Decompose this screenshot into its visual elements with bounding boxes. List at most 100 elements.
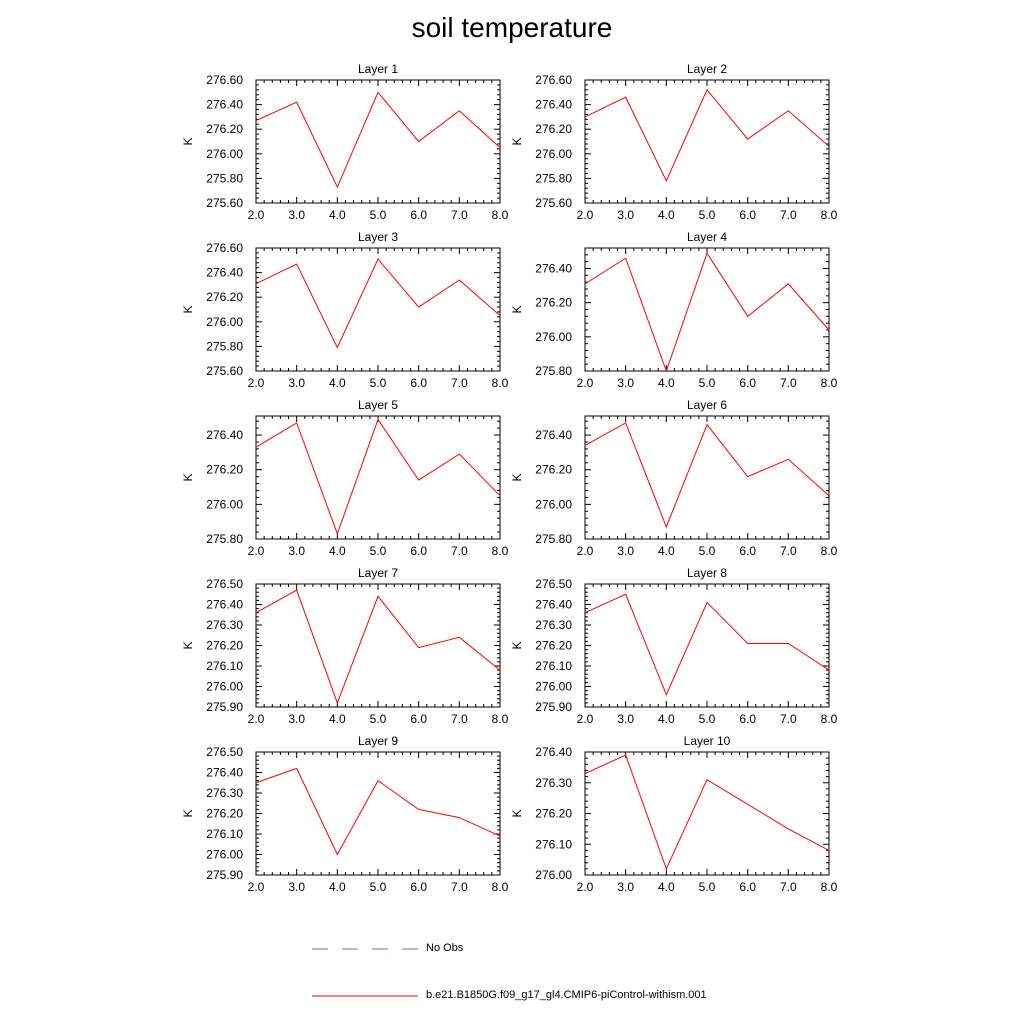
y-axis-label: K <box>510 809 524 817</box>
y-tick-label: 276.40 <box>535 428 572 442</box>
series-line <box>255 418 501 536</box>
x-tick-label: 3.0 <box>617 712 634 726</box>
y-tick-label: 275.90 <box>535 700 572 714</box>
x-tick-label: 8.0 <box>492 880 509 894</box>
x-tick-label: 3.0 <box>288 376 305 390</box>
y-tick-label: 276.40 <box>206 98 243 112</box>
x-tick-label: 6.0 <box>410 376 427 390</box>
y-tick-label: 276.50 <box>535 577 572 591</box>
y-tick-label: 276.20 <box>206 807 243 821</box>
y-tick-label: 275.80 <box>206 532 243 546</box>
x-tick-label: 5.0 <box>699 712 716 726</box>
x-tick-label: 4.0 <box>658 712 675 726</box>
y-tick-label: 276.40 <box>535 98 572 112</box>
series-line <box>584 593 830 696</box>
x-tick-label: 5.0 <box>370 880 387 894</box>
y-tick-label: 276.30 <box>206 786 243 800</box>
x-tick-label: 5.0 <box>370 208 387 222</box>
y-axis-label: K <box>181 809 195 817</box>
x-tick-label: 2.0 <box>248 712 265 726</box>
y-tick-label: 275.60 <box>206 196 243 210</box>
x-tick-label: 7.0 <box>780 880 797 894</box>
series-line <box>255 258 501 349</box>
panel-title: Layer 8 <box>687 566 727 580</box>
plot-frame <box>584 247 830 372</box>
x-tick-label: 8.0 <box>821 376 838 390</box>
x-tick-label: 4.0 <box>329 544 346 558</box>
x-tick-label: 8.0 <box>821 208 838 222</box>
y-tick-label: 276.30 <box>535 618 572 632</box>
x-tick-label: 2.0 <box>248 544 265 558</box>
x-tick-label: 6.0 <box>739 376 756 390</box>
panel-3: Layer 3 K 2.0 3.0 4.0 5.0 6.0 7.0 8.0 275.60 275.8… <box>181 230 509 390</box>
y-tick-label: 275.80 <box>206 339 243 353</box>
x-tick-label: 8.0 <box>821 880 838 894</box>
x-tick-label: 3.0 <box>617 880 634 894</box>
y-tick-label: 276.00 <box>206 848 243 862</box>
series-line <box>255 767 501 856</box>
y-tick-label: 276.00 <box>206 315 243 329</box>
y-tick-label: 276.00 <box>535 147 572 161</box>
y-axis-label: K <box>510 473 524 481</box>
y-tick-label: 276.20 <box>535 122 572 136</box>
x-tick-label: 6.0 <box>739 544 756 558</box>
x-tick-label: 4.0 <box>329 712 346 726</box>
x-tick-label: 3.0 <box>617 544 634 558</box>
x-tick-label: 5.0 <box>370 712 387 726</box>
x-tick-label: 3.0 <box>288 544 305 558</box>
y-tick-label: 276.00 <box>535 330 572 344</box>
series-line <box>584 422 830 529</box>
y-tick-label: 276.20 <box>206 290 243 304</box>
x-tick-label: 7.0 <box>780 376 797 390</box>
x-tick-label: 4.0 <box>658 880 675 894</box>
y-tick-label: 276.40 <box>206 766 243 780</box>
y-axis-label: K <box>181 305 195 313</box>
y-tick-label: 276.40 <box>535 745 572 759</box>
y-tick-label: 275.80 <box>535 171 572 185</box>
series-line <box>584 754 830 871</box>
plot-frame <box>584 415 830 540</box>
plot-frame <box>255 415 501 540</box>
y-tick-label: 276.30 <box>206 618 243 632</box>
x-tick-label: 7.0 <box>780 208 797 222</box>
x-tick-label: 5.0 <box>699 880 716 894</box>
x-tick-label: 5.0 <box>370 376 387 390</box>
x-tick-label: 4.0 <box>329 208 346 222</box>
y-tick-label: 276.20 <box>535 639 572 653</box>
y-tick-label: 276.40 <box>535 262 572 276</box>
plot-frame <box>255 79 501 204</box>
x-tick-label: 7.0 <box>451 712 468 726</box>
panel-8: Layer 8 K 2.0 3.0 4.0 5.0 6.0 7.0 8.0 275.90 276.0… <box>510 566 838 726</box>
x-tick-label: 2.0 <box>577 712 594 726</box>
panel-title: Layer 9 <box>358 734 398 748</box>
panel-4: Layer 4 K 2.0 3.0 4.0 5.0 6.0 7.0 8.0 275.80 276.0… <box>510 230 838 390</box>
panel-title: Layer 10 <box>684 734 731 748</box>
y-tick-label: 276.20 <box>206 463 243 477</box>
x-tick-label: 3.0 <box>617 376 634 390</box>
x-tick-label: 6.0 <box>739 712 756 726</box>
series-line <box>584 88 830 183</box>
x-tick-label: 4.0 <box>329 376 346 390</box>
y-tick-label: 276.60 <box>206 241 243 255</box>
y-tick-label: 275.60 <box>535 196 572 210</box>
x-tick-label: 8.0 <box>492 208 509 222</box>
y-tick-label: 276.10 <box>206 659 243 673</box>
chart-title: soil temperature <box>411 12 613 43</box>
panel-title: Layer 6 <box>687 398 727 412</box>
x-tick-label: 7.0 <box>451 544 468 558</box>
x-tick-label: 4.0 <box>658 544 675 558</box>
y-tick-label: 275.90 <box>206 700 243 714</box>
x-tick-label: 8.0 <box>821 544 838 558</box>
x-tick-label: 7.0 <box>780 544 797 558</box>
x-tick-label: 7.0 <box>451 880 468 894</box>
y-tick-label: 275.80 <box>535 364 572 378</box>
y-tick-label: 276.00 <box>206 497 243 511</box>
x-tick-label: 7.0 <box>451 376 468 390</box>
x-tick-label: 8.0 <box>821 712 838 726</box>
y-axis-label: K <box>181 641 195 649</box>
series-line <box>584 251 830 373</box>
x-tick-label: 5.0 <box>699 208 716 222</box>
y-tick-label: 276.10 <box>535 659 572 673</box>
x-tick-label: 6.0 <box>410 712 427 726</box>
plot-frame <box>584 751 830 876</box>
